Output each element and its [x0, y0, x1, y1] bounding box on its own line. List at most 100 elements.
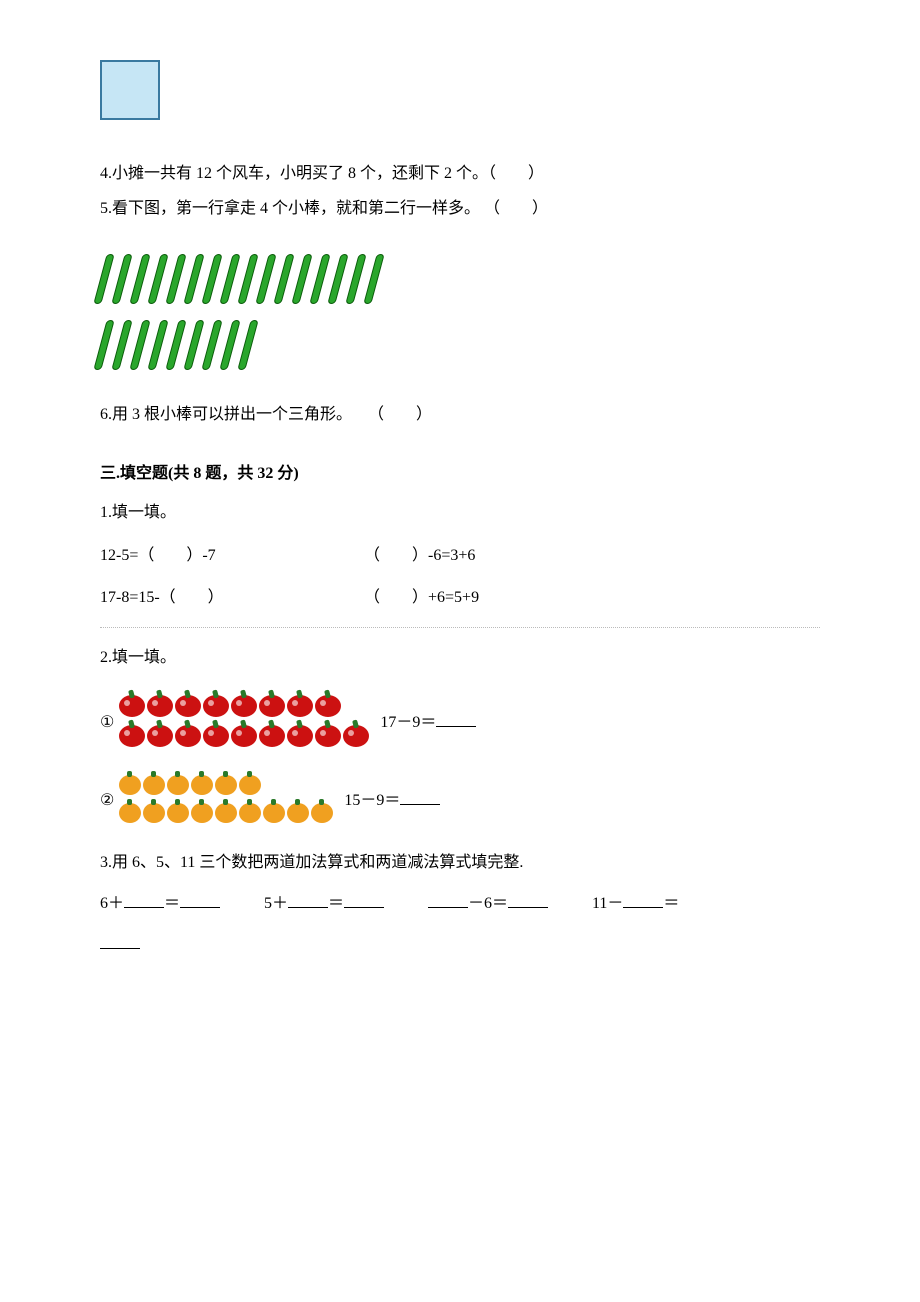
apple-icon [231, 695, 257, 717]
stick-icon [129, 320, 150, 370]
q3-3-row: 6＋＝ 5＋＝ －6＝ 11－＝ [100, 890, 820, 919]
orange-icon [119, 775, 141, 795]
eq-a2: （ ）-6=3+6 [364, 542, 624, 571]
stick-icon [129, 254, 150, 304]
orange-icon [239, 803, 261, 823]
apple-icon [175, 695, 201, 717]
question-6: 6.用 3 根小棒可以拼出一个三角形。 （ ） [100, 401, 820, 430]
q3-3-part-1: 6＋＝ [100, 890, 260, 919]
q3-1-label: 1.填一填。 [100, 499, 820, 528]
orange-icon [167, 775, 189, 795]
sticks-diagram [100, 254, 820, 382]
stick-icon [291, 254, 312, 304]
blank-2b [344, 892, 384, 908]
apple-icon [259, 725, 285, 747]
apple-icon [147, 695, 173, 717]
stick-icon [165, 320, 186, 370]
eq-b2: （ ）+6=5+9 [364, 584, 624, 613]
apple-icon [203, 725, 229, 747]
q3-3-part-4: 11－＝ [592, 890, 752, 919]
orange-icon [143, 775, 165, 795]
orange-icon [167, 803, 189, 823]
q3-3-part-2: 5＋＝ [264, 890, 424, 919]
apple-icon [231, 725, 257, 747]
question-4: 4.小摊一共有 12 个风车，小明买了 8 个，还剩下 2 个。（ ） [100, 160, 820, 189]
question-5: 5.看下图，第一行拿走 4 个小棒，就和第二行一样多。 （ ） [100, 195, 820, 224]
apple-icon [119, 725, 145, 747]
orange-icon [191, 803, 213, 823]
blank-3b [508, 892, 548, 908]
apple-icon [119, 695, 145, 717]
q3-3-p4-text: 11－ [592, 895, 623, 912]
stick-icon [201, 254, 222, 304]
apples-grid [118, 693, 370, 753]
stick-icon [273, 254, 294, 304]
stick-icon [237, 254, 258, 304]
apple-icon [287, 725, 313, 747]
q3-2-label: 2.填一填。 [100, 644, 820, 673]
apple-icon [315, 725, 341, 747]
q3-3-p3-text: －6＝ [468, 895, 508, 912]
q3-1-row-b: 17-8=15-（ ） （ ）+6=5+9 [100, 584, 820, 613]
stick-row-1 [100, 254, 820, 315]
stick-icon [147, 320, 168, 370]
stick-row-2 [100, 320, 820, 381]
apple-icon [343, 725, 369, 747]
orange-icon [119, 803, 141, 823]
stick-icon [183, 254, 204, 304]
stick-icon [219, 254, 240, 304]
section-3-title: 三.填空题(共 8 题，共 32 分) [100, 460, 820, 489]
apple-icon [287, 695, 313, 717]
index-2-icon: ② [100, 787, 114, 816]
stick-icon [363, 254, 384, 304]
stick-icon [201, 320, 222, 370]
stick-icon [111, 254, 132, 304]
divider [100, 627, 820, 628]
orange-icon [239, 775, 261, 795]
blank-apples [436, 711, 476, 727]
apples-eq-text: 17－9＝ [380, 714, 436, 731]
apple-icon [203, 695, 229, 717]
orange-icon [311, 803, 333, 823]
orange-icon [215, 803, 237, 823]
oranges-eq-text: 15－9＝ [344, 792, 400, 809]
stick-icon [183, 320, 204, 370]
blank-3a [428, 892, 468, 908]
blank-1b [180, 892, 220, 908]
stick-icon [165, 254, 186, 304]
apple-icon [175, 725, 201, 747]
orange-icon [191, 775, 213, 795]
stick-icon [309, 254, 330, 304]
stick-icon [93, 254, 114, 304]
index-1-icon: ① [100, 709, 114, 738]
stick-icon [147, 254, 168, 304]
q3-3-trailing-blank [100, 931, 820, 960]
stick-icon [93, 320, 114, 370]
stick-icon [345, 254, 366, 304]
oranges-block: ② 15－9＝ [100, 773, 820, 829]
apple-icon [147, 725, 173, 747]
q3-3-p1-text: 6＋ [100, 895, 124, 912]
orange-icon [143, 803, 165, 823]
stick-icon [327, 254, 348, 304]
q3-3-label: 3.用 6、5、11 三个数把两道加法算式和两道减法算式填完整. [100, 849, 820, 878]
oranges-eq: 15－9＝ [344, 787, 440, 816]
blank-4a [623, 892, 663, 908]
blank-4b [100, 933, 140, 949]
orange-icon [287, 803, 309, 823]
blank-2a [288, 892, 328, 908]
q3-3-part-3: －6＝ [428, 890, 588, 919]
blue-square [100, 60, 160, 120]
orange-icon [263, 803, 285, 823]
stick-icon [219, 320, 240, 370]
stick-icon [237, 320, 258, 370]
orange-icon [215, 775, 237, 795]
q3-3-p2-text: 5＋ [264, 895, 288, 912]
apple-icon [259, 695, 285, 717]
blank-1a [124, 892, 164, 908]
eq-a1: 12-5=（ ）-7 [100, 542, 360, 571]
apples-block: ① 17－9＝ [100, 693, 820, 753]
apple-icon [315, 695, 341, 717]
eq-b1: 17-8=15-（ ） [100, 584, 360, 613]
stick-icon [255, 254, 276, 304]
